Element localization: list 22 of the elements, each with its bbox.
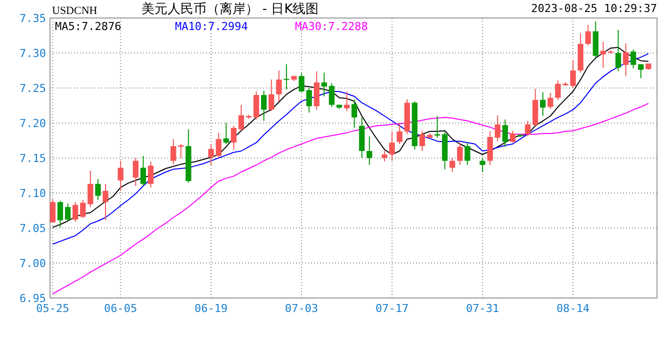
y-tick-label: 7.30 (20, 47, 46, 60)
text: MA5:7.2876 (55, 20, 122, 33)
y-tick-label: 7.25 (20, 82, 46, 95)
y-tick-label: 6.95 (20, 292, 46, 305)
x-tick-label: 05-25 (36, 302, 70, 315)
text: MA30:7.2288 (295, 20, 368, 33)
y-tick-label: 7.15 (20, 152, 46, 165)
y-tick-label: 7.35 (20, 12, 46, 25)
x-tick-label: 06-19 (194, 302, 228, 315)
text: USDCNH (52, 5, 98, 17)
y-tick-label: 7.05 (20, 222, 46, 235)
x-tick-label: 08-14 (556, 302, 590, 315)
x-tick-label: 07-03 (284, 302, 318, 315)
x-tick-label: 07-31 (466, 302, 500, 315)
x-tick-label: 06-05 (104, 302, 138, 315)
text: MA10:7.2994 (175, 20, 248, 33)
text: 2023-08-25 10:29:37 (531, 2, 657, 15)
chart-title: 美元人民币（离岸） - 日K线图 (141, 1, 319, 17)
y-tick-label: 7.10 (20, 187, 46, 200)
x-tick-label: 07-17 (375, 302, 409, 315)
y-tick-label: 7.20 (20, 117, 46, 130)
y-tick-label: 7.00 (20, 257, 46, 270)
